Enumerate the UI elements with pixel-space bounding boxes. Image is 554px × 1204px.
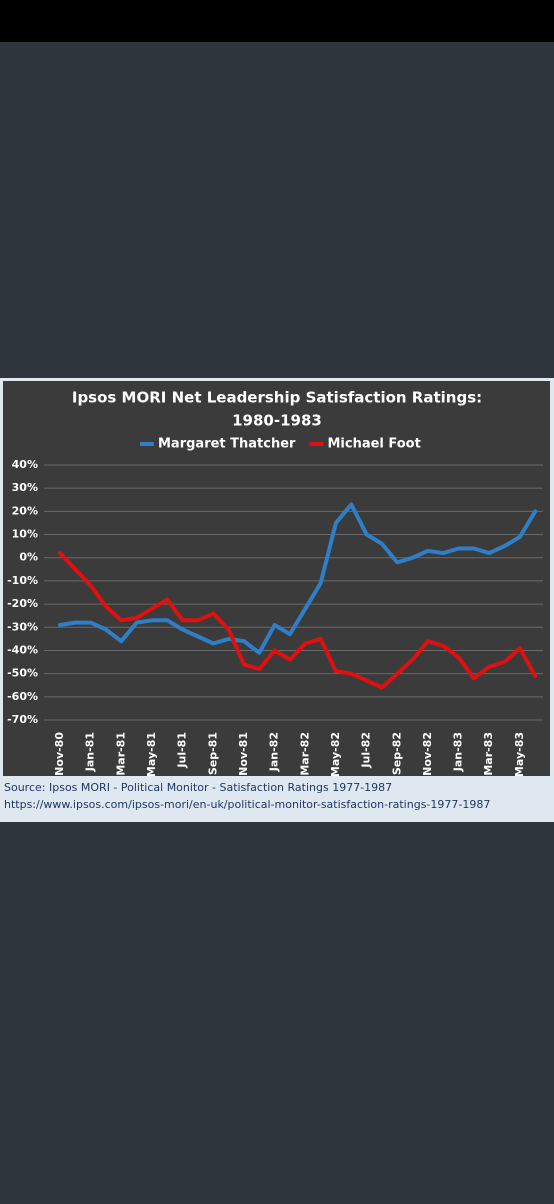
y-tick-label: -70% <box>7 713 38 726</box>
x-tick-label: Nov-80 <box>53 732 66 776</box>
source-text: https://www.ipsos.com/ipsos-mori/en-uk/p… <box>4 798 490 811</box>
x-tick-label: Sep-82 <box>390 732 403 775</box>
chart-title: Ipsos MORI Net Leadership Satisfaction R… <box>72 389 482 407</box>
x-tick-label: Mar-83 <box>482 732 495 776</box>
chart-title: 1980-1983 <box>232 412 322 430</box>
x-tick-label: Mar-81 <box>114 732 127 776</box>
x-tick-label: Jan-81 <box>84 732 97 772</box>
y-tick-label: 20% <box>12 504 38 517</box>
x-tick-label: Jul-82 <box>360 732 373 769</box>
x-tick-label: Mar-82 <box>298 732 311 776</box>
x-tick-label: Sep-81 <box>206 732 219 775</box>
x-tick-label: May-83 <box>513 732 526 777</box>
y-tick-label: 10% <box>12 528 38 541</box>
x-tick-label: May-81 <box>145 732 158 777</box>
series-line <box>58 502 538 655</box>
source-text: Source: Ipsos MORI - Political Monitor -… <box>4 781 392 794</box>
series-line <box>58 551 538 690</box>
y-tick-label: -60% <box>7 690 38 703</box>
x-tick-label: May-82 <box>329 732 342 777</box>
status-bar <box>0 0 554 42</box>
y-tick-label: 40% <box>12 458 38 471</box>
x-tick-label: Jan-83 <box>452 732 465 772</box>
y-tick-label: -50% <box>7 667 38 680</box>
x-tick-label: Nov-81 <box>237 732 250 776</box>
y-tick-label: 0% <box>19 551 38 564</box>
legend-label: Michael Foot <box>327 437 420 452</box>
y-tick-label: -40% <box>7 643 38 656</box>
y-tick-label: -30% <box>7 620 38 633</box>
x-tick-label: Jul-81 <box>176 732 189 769</box>
y-tick-label: 30% <box>12 481 38 494</box>
x-tick-label: Jan-82 <box>268 732 281 772</box>
x-tick-label: Nov-82 <box>421 732 434 776</box>
chart-area <box>3 381 550 776</box>
legend-label: Margaret Thatcher <box>158 437 296 452</box>
y-tick-label: -10% <box>7 574 38 587</box>
y-tick-label: -20% <box>7 597 38 610</box>
